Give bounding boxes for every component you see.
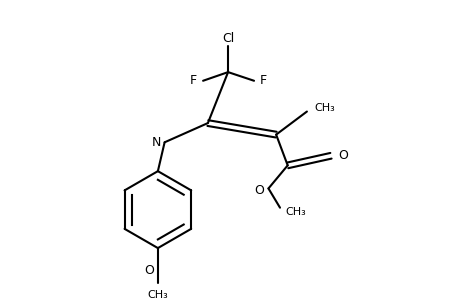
Text: CH₃: CH₃	[147, 290, 168, 300]
Text: O: O	[254, 184, 264, 197]
Text: CH₃: CH₃	[314, 103, 335, 113]
Text: O: O	[144, 264, 154, 278]
Text: F: F	[190, 74, 197, 87]
Text: Cl: Cl	[222, 32, 234, 45]
Text: N: N	[151, 136, 160, 149]
Text: O: O	[338, 149, 348, 162]
Text: CH₃: CH₃	[285, 206, 306, 217]
Text: F: F	[259, 74, 266, 87]
